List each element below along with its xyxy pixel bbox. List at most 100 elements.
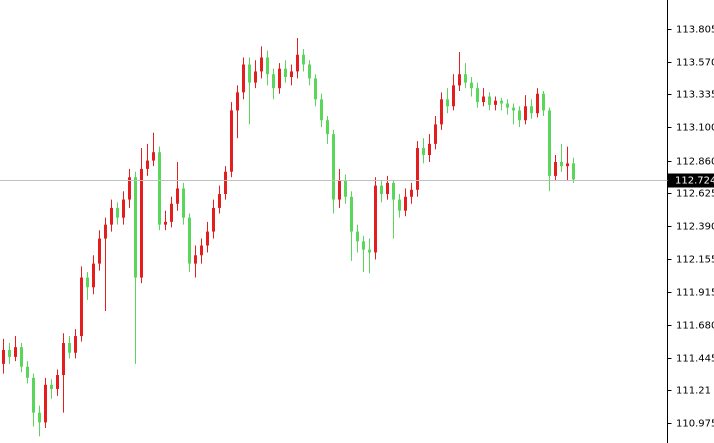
candle-body: [524, 106, 527, 121]
candle-body: [392, 182, 395, 200]
candle-body: [44, 384, 47, 423]
candle-body: [110, 207, 113, 225]
candle-body: [128, 177, 131, 200]
candle-body: [122, 199, 125, 218]
candle-body: [200, 245, 203, 256]
candle-body: [182, 188, 185, 218]
candle-body: [476, 88, 479, 103]
y-tick-label: 111.915: [676, 288, 714, 299]
candle-body: [242, 64, 245, 93]
candle-body: [224, 171, 227, 194]
y-tick-label: 112.155: [676, 255, 714, 266]
candle-body: [386, 182, 389, 194]
candle-body: [278, 68, 281, 89]
candle-body: [194, 255, 197, 264]
y-tick-label: 111.445: [676, 354, 714, 365]
candle-body: [20, 347, 23, 367]
last-price-label: 112.724: [675, 176, 714, 187]
candle-body: [488, 96, 491, 105]
candle-body: [92, 263, 95, 288]
candle-body: [86, 277, 89, 288]
candle-body: [170, 203, 173, 222]
candle-body: [416, 148, 419, 190]
candle-body: [296, 54, 299, 72]
candle-body: [530, 106, 533, 114]
candle-body: [158, 152, 161, 225]
candle-body: [482, 96, 485, 103]
candle-body: [212, 207, 215, 232]
candle-body: [380, 185, 383, 194]
candle-body: [26, 366, 29, 378]
y-tick-label: 110.975: [676, 419, 714, 430]
candle-body: [164, 221, 167, 225]
y-tick-label: 113.570: [676, 58, 714, 69]
candle-body: [548, 110, 551, 176]
candle-body: [554, 161, 557, 176]
y-tick-label: 111.21: [676, 386, 711, 397]
candle-body: [452, 85, 455, 107]
candle-body: [290, 71, 293, 78]
candle-body: [470, 82, 473, 89]
candle-body: [434, 124, 437, 144]
candle-body: [284, 68, 287, 78]
y-tick-label: 112.390: [676, 222, 714, 233]
candle-body: [68, 343, 71, 353]
candle-body: [560, 161, 563, 167]
candle-body: [572, 163, 575, 180]
candle-body: [398, 199, 401, 211]
candle-body: [458, 74, 461, 86]
candle-body: [308, 64, 311, 79]
candle-body: [2, 349, 5, 364]
candle-body: [188, 217, 191, 264]
y-tick-label: 111.680: [676, 321, 714, 332]
candle-body: [404, 196, 407, 211]
candle-body: [320, 99, 323, 121]
candle-body: [542, 93, 545, 111]
candle-body: [104, 224, 107, 239]
candle-body: [368, 249, 371, 253]
candle-body: [74, 336, 77, 353]
candle-body: [302, 54, 305, 65]
candle-body: [236, 92, 239, 111]
candle-body: [98, 238, 101, 264]
candle-body: [266, 57, 269, 75]
candle-body: [206, 231, 209, 246]
y-tick-label: 113.335: [676, 90, 714, 101]
candle-body: [356, 231, 359, 242]
candle-body: [62, 343, 65, 376]
y-tick-label: 112.860: [676, 157, 714, 168]
candle-body: [14, 347, 17, 357]
y-tick-label: 113.100: [676, 123, 714, 134]
candle-body: [218, 193, 221, 208]
candle-body: [116, 207, 119, 218]
candle-body: [344, 180, 347, 197]
candle-body: [8, 349, 11, 357]
candle-body: [80, 277, 83, 337]
candle-body: [464, 74, 467, 83]
candle-body: [146, 160, 149, 169]
candle-body: [134, 177, 137, 278]
candle-body: [152, 152, 155, 161]
candle-body: [362, 241, 365, 250]
candle-body: [140, 168, 143, 278]
candle-body: [512, 107, 515, 111]
y-tick-label: 113.805: [676, 25, 714, 36]
candle-body: [56, 375, 59, 389]
candle-body: [50, 384, 53, 389]
candle-body: [260, 57, 263, 72]
y-tick-label: 112.625: [676, 189, 714, 200]
candle-body: [518, 110, 521, 121]
candle-body: [494, 100, 497, 105]
candle-body: [230, 110, 233, 172]
candle-body: [536, 93, 539, 114]
candle-body: [350, 196, 353, 232]
candle-body: [506, 103, 509, 108]
candle-body: [566, 163, 569, 167]
candle-body: [248, 64, 251, 83]
last-price-box: [668, 173, 714, 188]
candle-body: [32, 377, 35, 413]
candle-body: [176, 188, 179, 204]
candle-body: [440, 99, 443, 125]
